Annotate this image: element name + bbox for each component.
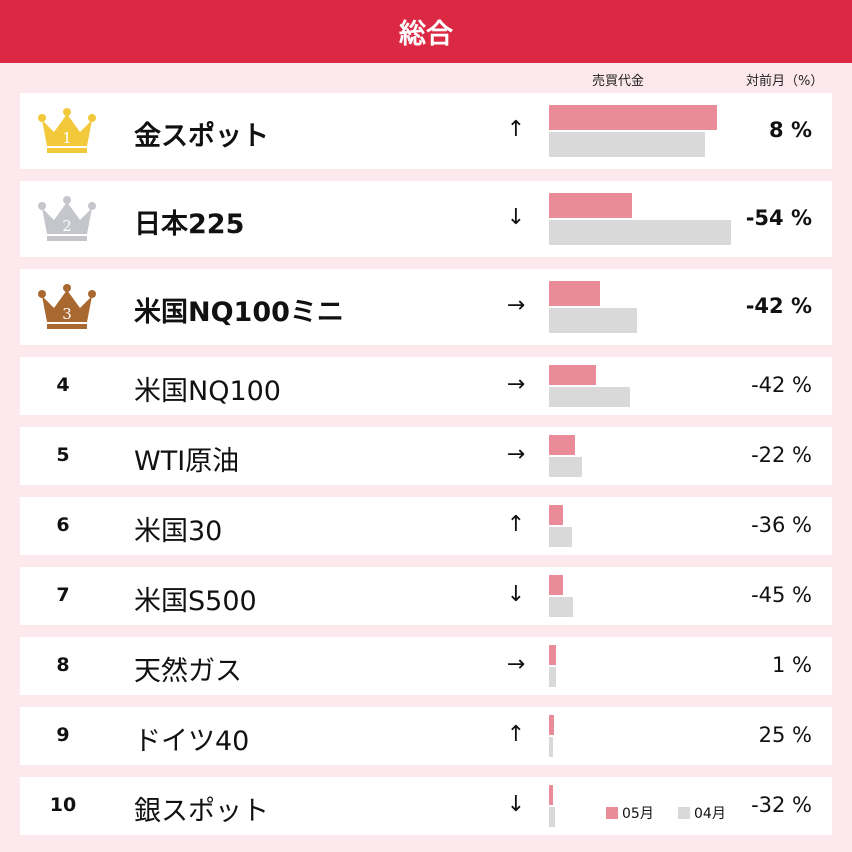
change-percent: 1 % [772, 653, 812, 677]
bar-previous [549, 737, 553, 757]
rank: 8 [56, 654, 70, 676]
trend-arrow: ↑ [506, 722, 526, 747]
rank: 6 [56, 514, 70, 536]
bar-current [549, 575, 563, 595]
bar-previous [549, 457, 582, 477]
trend-arrow: ↑ [506, 117, 526, 142]
trend-arrow: → [506, 372, 526, 397]
item-name: 米国30 [134, 516, 223, 547]
rank: 1 [62, 129, 72, 147]
rank: 9 [56, 724, 70, 746]
ranking-row: 9 ドイツ40 ↑ 25 % [20, 707, 832, 765]
trend-arrow: ↓ [506, 582, 526, 607]
ranking-row: 4 米国NQ100 → -42 % [20, 357, 832, 415]
legend-label: 05月 [622, 806, 654, 822]
rank: 10 [49, 794, 77, 816]
trend-arrow: → [506, 293, 526, 318]
rank: 7 [56, 584, 70, 606]
bar-previous [549, 667, 556, 687]
ranking-row: 6 米国30 ↑ -36 % [20, 497, 832, 555]
ranking-row: 7 米国S500 ↓ -45 % [20, 567, 832, 625]
item-name: 銀スポット [134, 796, 269, 827]
bar-current [549, 785, 553, 805]
bar-current [549, 281, 600, 306]
bar-current [549, 365, 596, 385]
change-percent: 8 % [769, 118, 812, 142]
column-header: 対前月（%） [746, 74, 824, 89]
change-percent: -32 % [751, 793, 812, 817]
ranking-row: 1 金スポット ↑ 8 % [20, 93, 832, 169]
bar-previous [549, 308, 637, 333]
crown: 2 [38, 196, 96, 241]
bar-current [549, 435, 575, 455]
bar-previous [549, 387, 630, 407]
item-name: ドイツ40 [134, 726, 250, 757]
legend-label: 04月 [694, 806, 726, 822]
item-name: 日本225 [134, 209, 245, 240]
item-name: 米国NQ100ミニ [134, 297, 344, 328]
bar-current [549, 645, 556, 665]
bar-previous [549, 132, 705, 157]
ranking-row: 5 WTI原油 → -22 % [20, 427, 832, 485]
ranking-row: 8 天然ガス → 1 % [20, 637, 832, 695]
change-percent: -54 % [745, 206, 812, 230]
change-percent: -45 % [751, 583, 812, 607]
change-percent: -42 % [751, 373, 812, 397]
legend-swatch [606, 807, 618, 819]
rank: 5 [56, 444, 70, 466]
trend-arrow: ↓ [506, 792, 526, 817]
rank: 3 [62, 305, 72, 323]
bar-current [549, 505, 563, 525]
bar-current [549, 193, 632, 218]
crown: 3 [38, 284, 96, 329]
ranking-row: 3 米国NQ100ミニ → -42 % [20, 269, 832, 345]
item-name: WTI原油 [134, 446, 240, 477]
rank: 2 [62, 217, 72, 235]
change-percent: -36 % [751, 513, 812, 537]
change-percent: -42 % [745, 294, 812, 318]
legend-swatch [678, 807, 690, 819]
change-percent: 25 % [758, 723, 812, 747]
trend-arrow: → [506, 442, 526, 467]
legend-item: 04月 [678, 803, 726, 823]
change-percent: -22 % [751, 443, 812, 467]
header-title: 総合 [0, 0, 852, 63]
trend-arrow: → [506, 652, 526, 677]
item-name: 天然ガス [134, 656, 242, 687]
bar-previous [549, 527, 572, 547]
bar-previous [549, 220, 731, 245]
trend-arrow: ↓ [506, 205, 526, 230]
bar-current [549, 105, 717, 130]
crown: 1 [38, 108, 96, 153]
bar-previous [549, 597, 573, 617]
item-name: 米国NQ100 [134, 376, 281, 407]
trend-arrow: ↑ [506, 512, 526, 537]
rank: 4 [56, 374, 70, 396]
bar-current [549, 715, 554, 735]
column-header: 売買代金 [592, 74, 645, 89]
legend-item: 05月 [606, 803, 654, 823]
ranking-row: 10 銀スポット ↓ -32 % [20, 777, 832, 835]
bar-previous [549, 807, 555, 827]
ranking-row: 2 日本225 ↓ -54 % [20, 181, 832, 257]
item-name: 金スポット [134, 121, 269, 152]
item-name: 米国S500 [134, 586, 257, 617]
